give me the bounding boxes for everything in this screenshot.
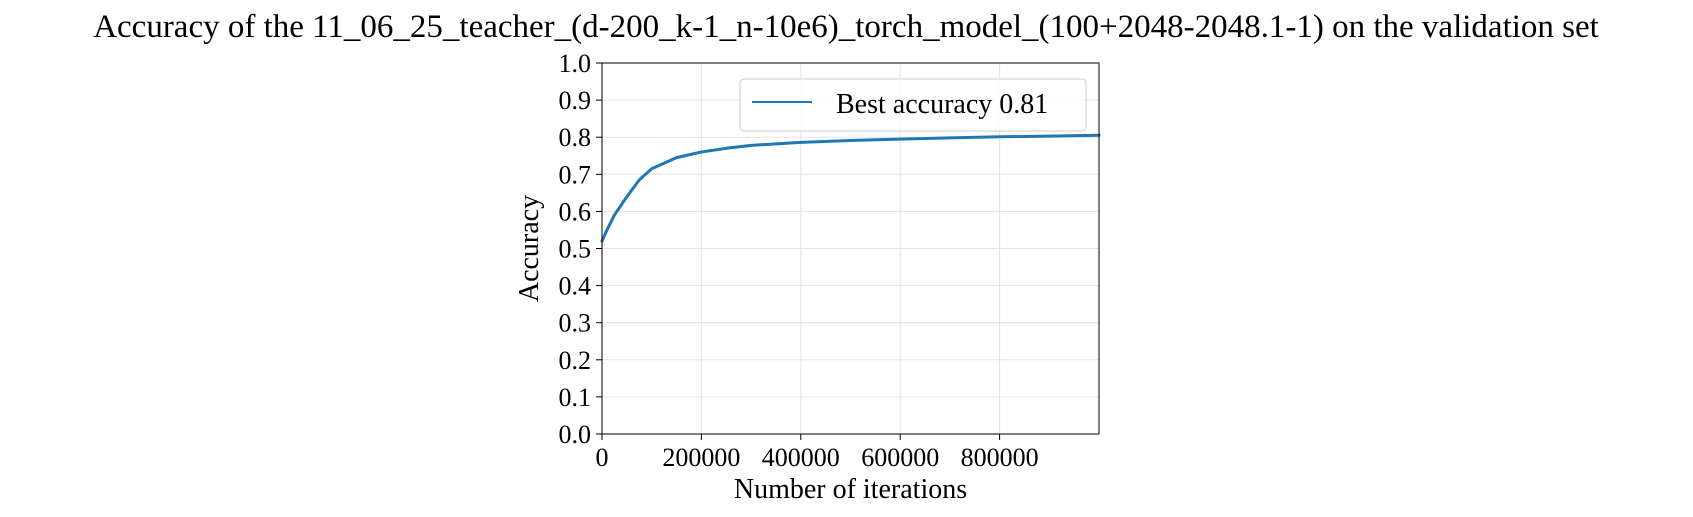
y-tick-label: 0.7 — [559, 160, 592, 189]
series-line — [600, 133, 1101, 243]
x-tick-label: 0 — [596, 443, 609, 472]
legend-box — [739, 78, 1087, 132]
x-axis-title: Number of iterations — [734, 474, 967, 505]
y-axis-ticks: 0.0 0.1 0.2 0.3 0.4 0.5 0.6 0.7 0.8 0.9 1.0 — [559, 49, 602, 449]
y-tick-label: 0.5 — [559, 235, 592, 264]
legend: Best accuracy 0.81 — [739, 78, 1087, 132]
x-axis-ticks: 0 200000 400000 600000 800000 — [596, 434, 1039, 472]
y-tick-label: 0.8 — [559, 123, 592, 152]
y-axis-title: Accuracy — [514, 195, 545, 302]
y-tick-label: 0.2 — [559, 346, 592, 375]
y-tick-label: 0.6 — [559, 197, 592, 226]
legend-label: Best accuracy 0.81 — [836, 89, 1048, 120]
chart-title: Accuracy of the 11_06_25_teacher_(d-200_… — [93, 9, 1599, 45]
y-tick-label: 0.1 — [559, 383, 592, 412]
plot-series — [600, 133, 1101, 243]
y-tick-label: 0.4 — [559, 272, 592, 301]
y-tick-label: 0.0 — [559, 420, 592, 449]
x-tick-label: 600000 — [861, 443, 939, 472]
y-tick-label: 1.0 — [559, 49, 592, 78]
x-tick-label: 400000 — [762, 443, 840, 472]
y-tick-label: 0.3 — [559, 309, 592, 338]
x-tick-label: 200000 — [662, 443, 740, 472]
x-tick-label: 800000 — [961, 443, 1039, 472]
y-tick-label: 0.9 — [559, 86, 592, 115]
